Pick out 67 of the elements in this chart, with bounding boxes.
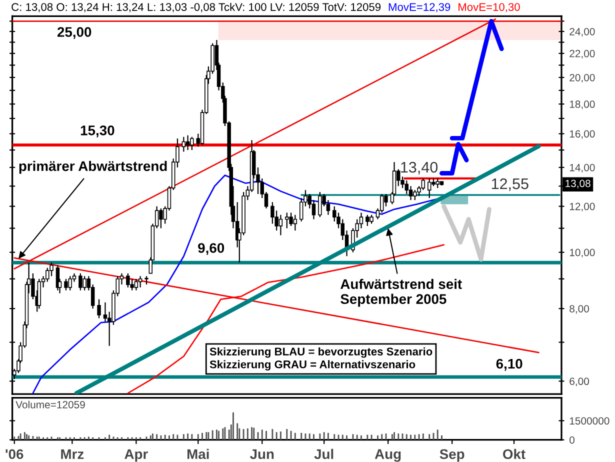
candlestick bbox=[289, 212, 293, 227]
candlestick bbox=[326, 200, 330, 216]
candlestick bbox=[68, 276, 72, 291]
candlestick bbox=[436, 178, 440, 189]
annotation: Aufwärtstrend seit September 2005 bbox=[340, 278, 462, 307]
y-tick-label: 8,00 bbox=[570, 305, 589, 314]
y-tick-label: 20,00 bbox=[570, 74, 595, 83]
candlestick bbox=[159, 208, 163, 229]
y-tick-label: 16,00 bbox=[570, 130, 595, 139]
ref-line-label: 25,00 bbox=[57, 27, 92, 39]
candlestick bbox=[278, 214, 283, 236]
x-tick-label: Apr bbox=[124, 449, 148, 462]
y-tick-label: 10,00 bbox=[570, 248, 595, 258]
candlestick bbox=[427, 178, 432, 199]
x-tick-label: Okt bbox=[503, 448, 526, 460]
candlestick bbox=[64, 278, 68, 291]
candlestick bbox=[332, 206, 336, 222]
candlestick bbox=[293, 214, 298, 232]
ref-line-label: 9,60 bbox=[198, 243, 224, 255]
y-tick-label: 22,00 bbox=[570, 50, 595, 59]
x-tick-label: '06 bbox=[6, 449, 24, 460]
ref-line-label: 15,30 bbox=[80, 126, 114, 138]
candlestick bbox=[408, 186, 413, 201]
x-tick-label: Jun bbox=[250, 449, 274, 460]
y-tick-label: 14,00 bbox=[570, 164, 595, 173]
y-tick-label: 0 bbox=[570, 436, 575, 444]
candlestick bbox=[421, 178, 426, 191]
candlestick bbox=[37, 278, 42, 310]
candlestick bbox=[285, 212, 289, 229]
y-tick-label: 6,00 bbox=[570, 378, 589, 386]
ref-line-label: 6,10 bbox=[496, 358, 522, 371]
candlestick bbox=[134, 278, 138, 291]
annotation: Volume=12059 bbox=[16, 400, 85, 408]
text: 13,08 bbox=[566, 180, 590, 188]
candlestick bbox=[384, 193, 388, 207]
x-tick-label: Jul bbox=[314, 448, 334, 460]
candlestick bbox=[97, 298, 101, 319]
candlestick bbox=[182, 136, 186, 152]
text: MovE=12,39 bbox=[388, 3, 450, 12]
annotation: primärer Abwärtstrend bbox=[19, 160, 167, 174]
candlestick bbox=[82, 276, 86, 291]
annotation: 13,40 bbox=[401, 162, 438, 174]
candlestick bbox=[126, 272, 130, 288]
annotation: 12,55 bbox=[492, 178, 528, 192]
y-tick-label: 24,00 bbox=[570, 28, 595, 37]
x-tick-label: Sep bbox=[440, 449, 464, 462]
candlestick bbox=[78, 272, 82, 291]
candlestick bbox=[190, 136, 194, 151]
candlestick bbox=[366, 214, 370, 227]
candlestick bbox=[413, 189, 417, 201]
candlestick bbox=[359, 212, 364, 229]
x-tick-label: Mrz bbox=[61, 449, 84, 459]
y-tick-label: 12,00 bbox=[570, 202, 595, 212]
annotation: Skizzierung BLAU = bevorzugtes Szenario Skizzierung GRAU = Alternativszenario bbox=[210, 347, 432, 371]
candlestick bbox=[312, 200, 316, 220]
text: MovE=10,30 bbox=[458, 3, 520, 12]
candlestick bbox=[103, 302, 108, 322]
line-series bbox=[442, 204, 492, 262]
candlestick bbox=[299, 197, 304, 222]
x-tick-label: Aug bbox=[374, 449, 401, 462]
x-tick-label: Mai bbox=[187, 448, 209, 460]
y-tick-label: 1500000 bbox=[570, 417, 610, 425]
candlestick bbox=[318, 191, 322, 218]
y-tick-label: 18,00 bbox=[570, 100, 595, 110]
candlestick bbox=[186, 134, 190, 151]
candlestick bbox=[138, 276, 142, 288]
text: C: 13,08 O: 13,24 H: 13,24 L: 13,03 -0,08 TckV: 100 LV: 12059 TotV: 12059 bbox=[12, 2, 381, 12]
